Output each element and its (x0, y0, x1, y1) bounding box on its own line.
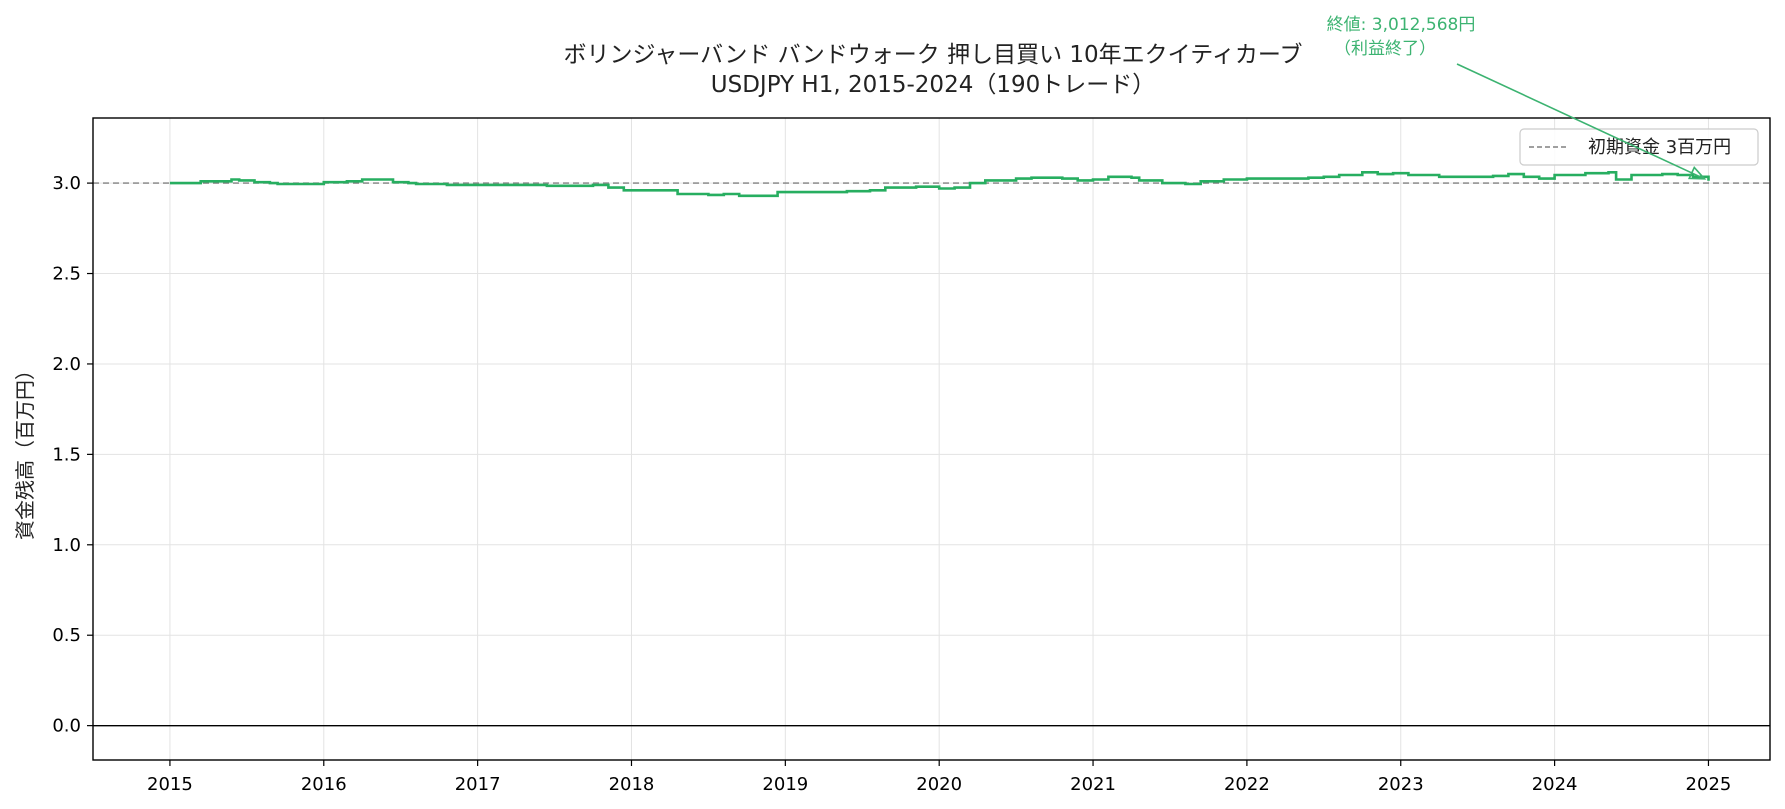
y-tick-label: 1.5 (52, 444, 81, 465)
x-tick-label: 2025 (1686, 774, 1732, 795)
x-tick-label: 2018 (609, 774, 655, 795)
y-tick-label: 2.5 (52, 264, 81, 285)
x-tick-label: 2022 (1224, 774, 1270, 795)
annotation-text-status: （利益終了） (1334, 39, 1436, 59)
chart-subtitle: USDJPY H1, 2015-2024（190トレード） (711, 72, 1155, 98)
final-value-annotation: 終値: 3,012,568円 （利益終了） (1327, 15, 1707, 180)
annotation-arrow (1456, 63, 1705, 180)
y-tick-label: 0.0 (52, 716, 81, 737)
x-tick-label: 2024 (1532, 774, 1578, 795)
y-axis: 0.0 0.5 1.0 1.5 2.0 2.5 3.0 (52, 173, 93, 737)
x-tick-label: 2021 (1070, 774, 1116, 795)
chart-title: ボリンジャーバンド バンドウォーク 押し目買い 10年エクイティカーブ (564, 42, 1303, 68)
x-axis: 2015 2016 2017 2018 2019 2020 2021 2022 2023 2024… (147, 760, 1731, 795)
annotation-text-final-value: 終値: 3,012,568円 (1327, 15, 1476, 35)
plot-frame (92, 117, 1771, 761)
legend-box (1519, 128, 1759, 166)
equity-series-line (169, 171, 1710, 198)
x-tick-label: 2015 (147, 774, 193, 795)
x-tick-label: 2016 (301, 774, 347, 795)
x-tick-label: 2020 (916, 774, 962, 795)
y-axis-label: 資金残高（百万円） (13, 360, 37, 540)
annotation-arrow-head (1687, 166, 1707, 180)
y-tick-label: 0.5 (52, 625, 81, 646)
legend-label-initial-capital: 初期資金 3百万円 (1588, 137, 1731, 158)
grid (93, 118, 1770, 760)
y-tick-label: 1.0 (52, 535, 81, 556)
y-tick-label: 3.0 (52, 173, 81, 194)
legend: 初期資金 3百万円 (1519, 128, 1759, 166)
x-tick-label: 2017 (455, 774, 501, 795)
x-tick-label: 2019 (762, 774, 808, 795)
x-tick-label: 2023 (1378, 774, 1424, 795)
y-tick-label: 2.0 (52, 354, 81, 375)
